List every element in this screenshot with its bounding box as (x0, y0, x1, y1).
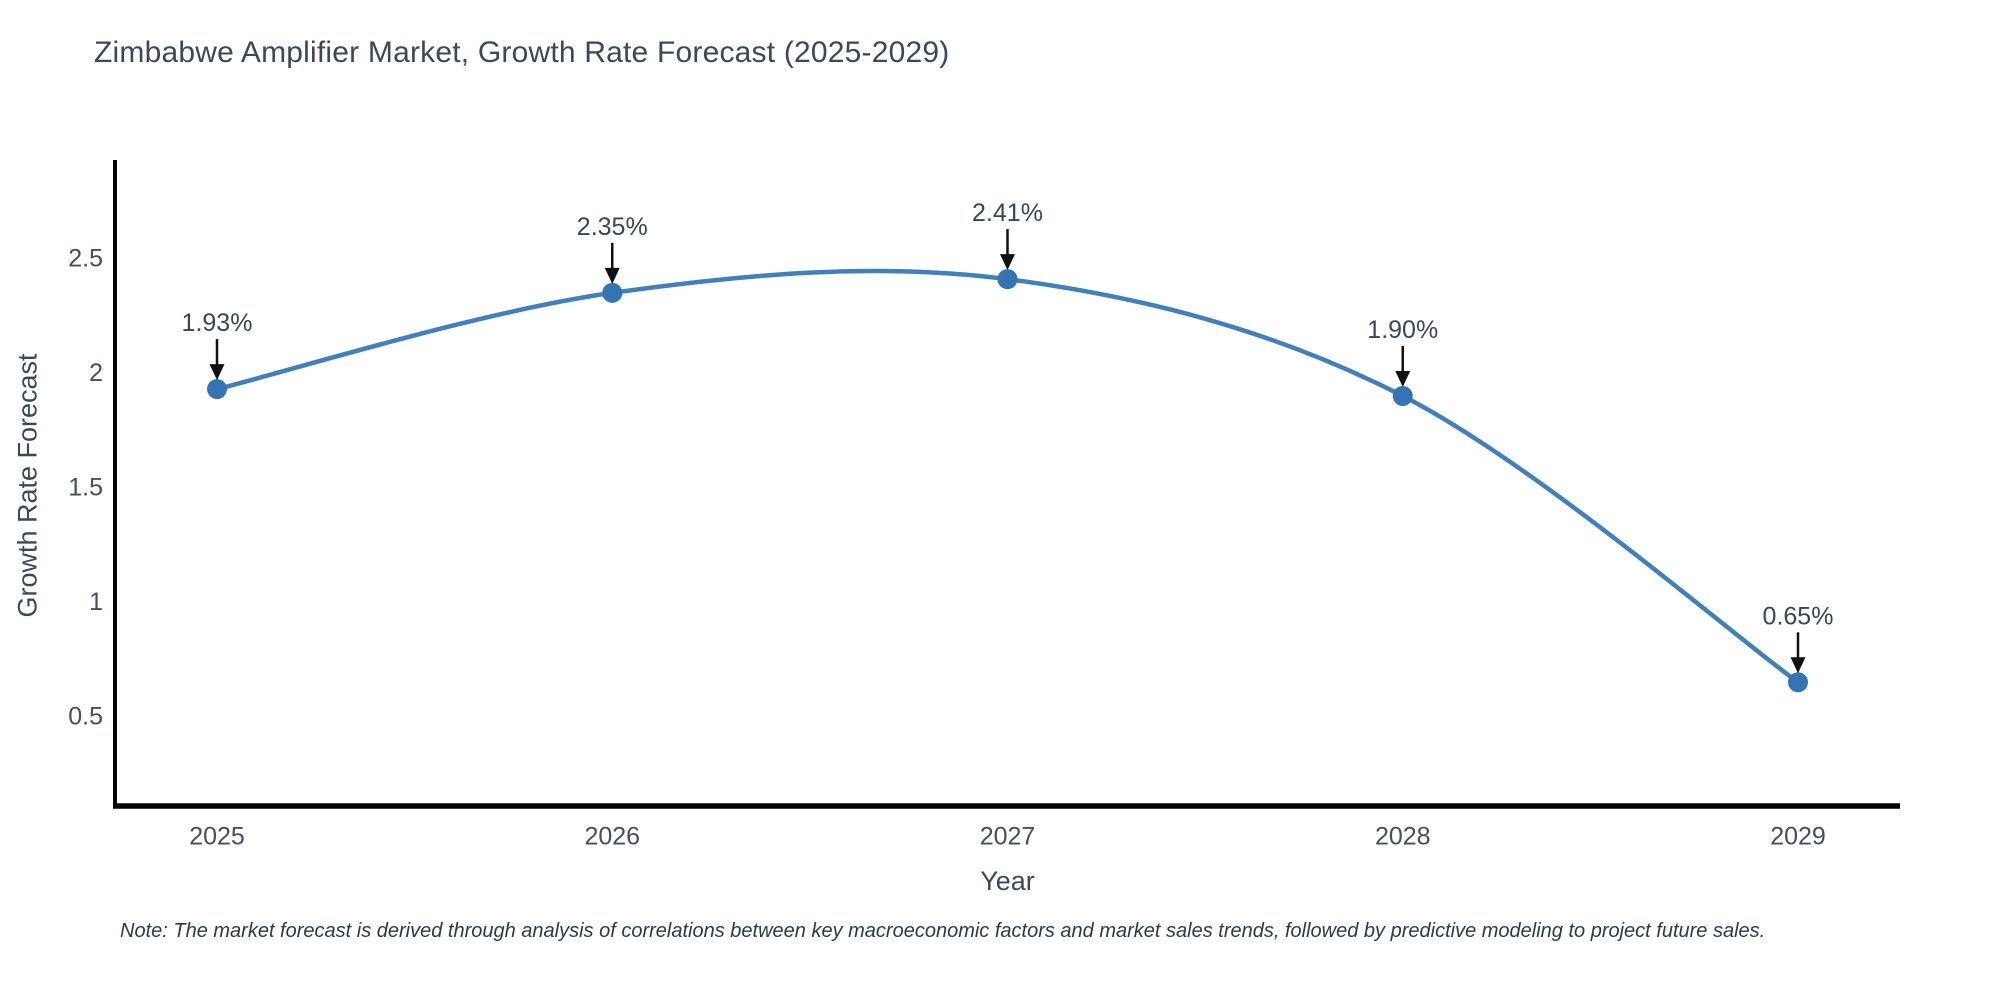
x-tick-label: 2029 (1770, 823, 1826, 851)
y-tick-label: 0.5 (68, 703, 103, 731)
y-tick-label: 1 (89, 588, 103, 616)
point-value-label: 1.93% (182, 309, 253, 337)
y-tick-label: 2 (89, 359, 103, 387)
x-tick-label: 2027 (980, 823, 1036, 851)
point-value-label: 2.35% (577, 213, 648, 241)
annotation-arrow-head (209, 364, 225, 381)
data-point (207, 379, 227, 400)
footnote: Note: The market forecast is derived thr… (120, 920, 1766, 942)
data-point (1788, 672, 1808, 693)
data-point (602, 282, 623, 303)
point-value-label: 2.41% (972, 199, 1043, 227)
y-tick-label: 2.5 (68, 245, 103, 273)
x-axis-title: Year (980, 866, 1035, 896)
annotation-arrow-head (604, 267, 620, 284)
chart-title: Zimbabwe Amplifier Market, Growth Rate F… (94, 36, 950, 69)
point-value-label: 1.90% (1367, 316, 1438, 344)
x-tick-label: 2028 (1375, 823, 1431, 851)
annotation-arrow-head (1395, 370, 1411, 387)
x-tick-label: 2025 (189, 823, 245, 851)
y-tick-label: 1.5 (68, 474, 103, 502)
annotation-arrow-head (1000, 254, 1015, 271)
annotation-arrow-head (1790, 657, 1806, 674)
point-value-label: 0.65% (1763, 602, 1834, 630)
x-tick-label: 2026 (584, 823, 640, 851)
data-point (1392, 385, 1413, 406)
y-axis-title: Growth Rate Forecast (12, 353, 43, 618)
data-point (997, 269, 1018, 290)
forecast-line (214, 268, 1801, 685)
